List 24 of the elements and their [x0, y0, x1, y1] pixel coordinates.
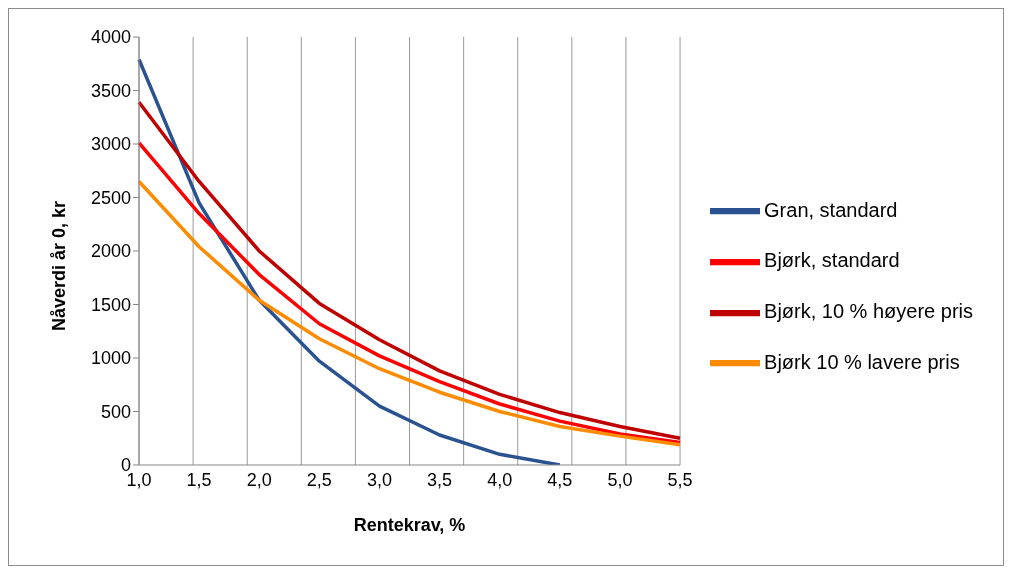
x-tick-label: 3,0 — [366, 469, 392, 490]
x-tick-label: 3,5 — [427, 469, 453, 490]
legend-label: Bjørk 10 % lavere pris — [764, 350, 960, 373]
x-tick-label: 5,0 — [607, 469, 633, 490]
x-tick-label: 2,0 — [246, 469, 272, 490]
x-tick-label: 1,5 — [186, 469, 212, 490]
y-tick-label: 2500 — [90, 187, 131, 208]
y-tick-label: 4000 — [90, 27, 131, 48]
y-tick-label: 3000 — [90, 134, 131, 155]
line-series — [137, 57, 562, 465]
y-tick-label: 1500 — [90, 294, 131, 315]
y-tick-label: 3500 — [90, 80, 131, 101]
y-tick-label: 1000 — [90, 348, 131, 369]
x-tick-label: 4,5 — [547, 469, 573, 490]
x-tick-label: 5,5 — [667, 469, 693, 490]
legend-label: Bjørk, standard — [764, 249, 900, 272]
y-tick-label: 500 — [100, 401, 131, 422]
x-tick-label: 2,5 — [306, 469, 332, 490]
x-axis-title: Rentekrav, % — [353, 515, 466, 535]
legend-label: Bjørk, 10 % høyere pris — [764, 300, 973, 322]
legend-label: Gran, standard — [764, 198, 898, 221]
y-axis-title: Nåverdi år 0, kr — [49, 200, 70, 331]
y-tick-label: 2000 — [90, 241, 131, 262]
x-tick-label: 4,0 — [487, 469, 513, 490]
